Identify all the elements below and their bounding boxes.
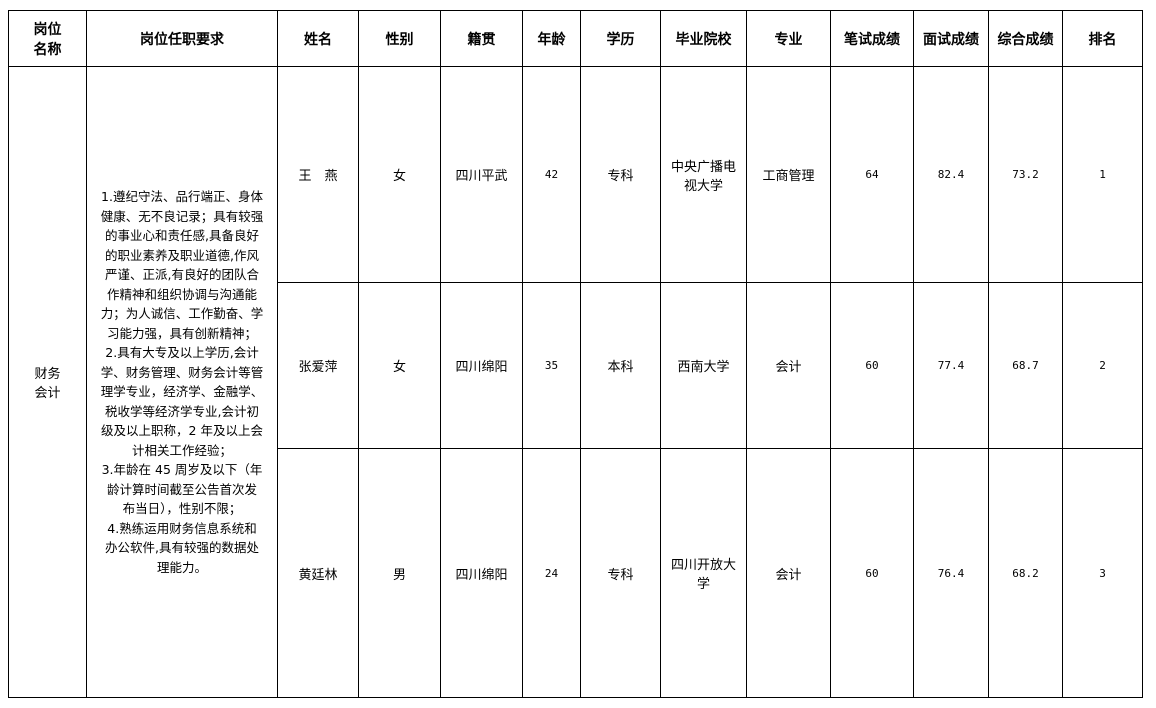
major-cell: 会计 xyxy=(746,282,831,449)
name-cell: 张爱萍 xyxy=(277,282,359,449)
total-cell: 68.7 xyxy=(988,282,1063,449)
requirements-cell: 1.遵纪守法、品行端正、身体 健康、无不良记录；具有较强 的事业心和责任感,具备良好… xyxy=(86,66,278,698)
column-header: 排名 xyxy=(1062,10,1143,67)
requirement-line: 龄计算时间截至公告首次发 xyxy=(106,481,257,497)
gender-cell: 男 xyxy=(358,448,441,698)
origin-cell: 四川绵阳 xyxy=(440,282,523,449)
column-header: 岗位 名称 xyxy=(8,10,87,67)
interview-cell: 77.4 xyxy=(913,282,989,449)
table-row: 张爱萍女四川绵阳 35 本科 西南大学 会计 60 77.4 68.7 2 xyxy=(9,282,1143,449)
written-cell: 60 xyxy=(830,448,914,698)
education-cell: 专科 xyxy=(580,448,661,698)
column-header: 综合成绩 xyxy=(988,10,1063,67)
column-header: 毕业院校 xyxy=(660,10,747,67)
requirement-line: 办公软件,具有较强的数据处 xyxy=(105,540,259,555)
total-cell: 68.2 xyxy=(988,448,1063,698)
column-header: 性别 xyxy=(358,10,441,67)
major-cell: 工商管理 xyxy=(746,66,831,283)
rank-cell: 2 xyxy=(1062,282,1143,449)
column-header: 姓名 xyxy=(277,10,359,67)
requirement-line: 布当日），性别不限； xyxy=(122,501,242,516)
education-cell: 专科 xyxy=(580,66,661,283)
column-header: 学历 xyxy=(580,10,661,67)
requirement-line: 税收学等经济学专业,会计初 xyxy=(105,403,259,419)
requirement-line: 理学专业，经济学、金融学、 xyxy=(100,384,264,399)
column-header: 面试成绩 xyxy=(913,10,989,67)
table-row: 黄廷林男四川绵阳 24 专科 四川开放大 学会计 60 76.4 68.2 3 xyxy=(9,448,1143,698)
age-cell: 24 xyxy=(522,448,581,698)
interview-cell: 76.4 xyxy=(913,448,989,698)
gender-cell: 女 xyxy=(358,282,441,449)
education-cell: 本科 xyxy=(580,282,661,449)
requirement-line: 理能力。 xyxy=(156,559,207,575)
requirement-line: 力；为人诚信、工作勤奋、学 xyxy=(100,306,264,321)
written-cell: 64 xyxy=(830,66,914,283)
school-cell: 西南大学 xyxy=(660,282,747,449)
rank-cell: 1 xyxy=(1062,66,1143,283)
gender-cell: 女 xyxy=(358,66,441,283)
interview-cell: 82.4 xyxy=(913,66,989,283)
position-cell: 财务 会计 xyxy=(8,66,87,698)
requirement-line: 健康、无不良记录；具有较强 xyxy=(100,208,264,224)
written-cell: 60 xyxy=(830,282,914,449)
requirement-line: 计相关工作经验； xyxy=(131,442,232,458)
requirement-line: 习能力强，具有创新精神； xyxy=(106,325,257,341)
total-cell: 73.2 xyxy=(988,66,1063,283)
requirement-line: 4.熟练运用财务信息系统和 xyxy=(107,520,257,536)
results-table: 岗位 名称 岗位任职要求 姓名 性别 籍贯 年龄 学历 毕业院校 专业 笔试成绩 面试成绩 综合成绩排… xyxy=(8,10,1143,698)
major-cell: 会计 xyxy=(746,448,831,698)
requirement-line: 2.具有大专及以上学历,会计 xyxy=(105,345,259,360)
requirement-line: 学、财务管理、财务会计等管 xyxy=(100,364,264,380)
rank-cell: 3 xyxy=(1062,448,1143,698)
requirement-line: 1.遵纪守法、品行端正、身体 xyxy=(101,189,263,204)
column-header: 年龄 xyxy=(522,10,581,67)
requirement-line: 作精神和组织协调与沟通能 xyxy=(106,286,257,302)
age-cell: 42 xyxy=(522,66,581,283)
requirement-line: 3.年龄在 45 周岁及以下（年 xyxy=(101,462,263,477)
name-cell: 黄廷林 xyxy=(277,448,359,698)
school-cell: 中央广播电 视大学 xyxy=(660,66,747,283)
header-row: 岗位 名称 岗位任职要求 姓名 性别 籍贯 年龄 学历 毕业院校 专业 笔试成绩 面试成绩 综合成绩排… xyxy=(8,10,1143,67)
requirement-line: 的职业素养及职业道德,作风 xyxy=(105,247,259,263)
requirement-line: 的事业心和责任感,具备良好 xyxy=(105,228,259,243)
age-cell: 35 xyxy=(522,282,581,449)
table-row: 财务 会计 1.遵纪守法、品行端正、身体 健康、无不良记录；具有较强 的事业心和责任… xyxy=(8,66,1143,698)
column-header: 专业 xyxy=(746,10,831,67)
requirement-line: 严谨、正派,有良好的团队合 xyxy=(105,267,259,282)
column-header: 笔试成绩 xyxy=(830,10,914,67)
requirement-line: 级及以上职称，2 年及以上会 xyxy=(101,423,263,438)
school-cell: 四川开放大 学 xyxy=(660,448,747,698)
origin-cell: 四川平武 xyxy=(440,66,523,283)
column-header: 岗位任职要求 xyxy=(86,10,278,67)
origin-cell: 四川绵阳 xyxy=(440,448,523,698)
name-cell: 王 燕 xyxy=(277,66,359,283)
column-header: 籍贯 xyxy=(440,10,523,67)
